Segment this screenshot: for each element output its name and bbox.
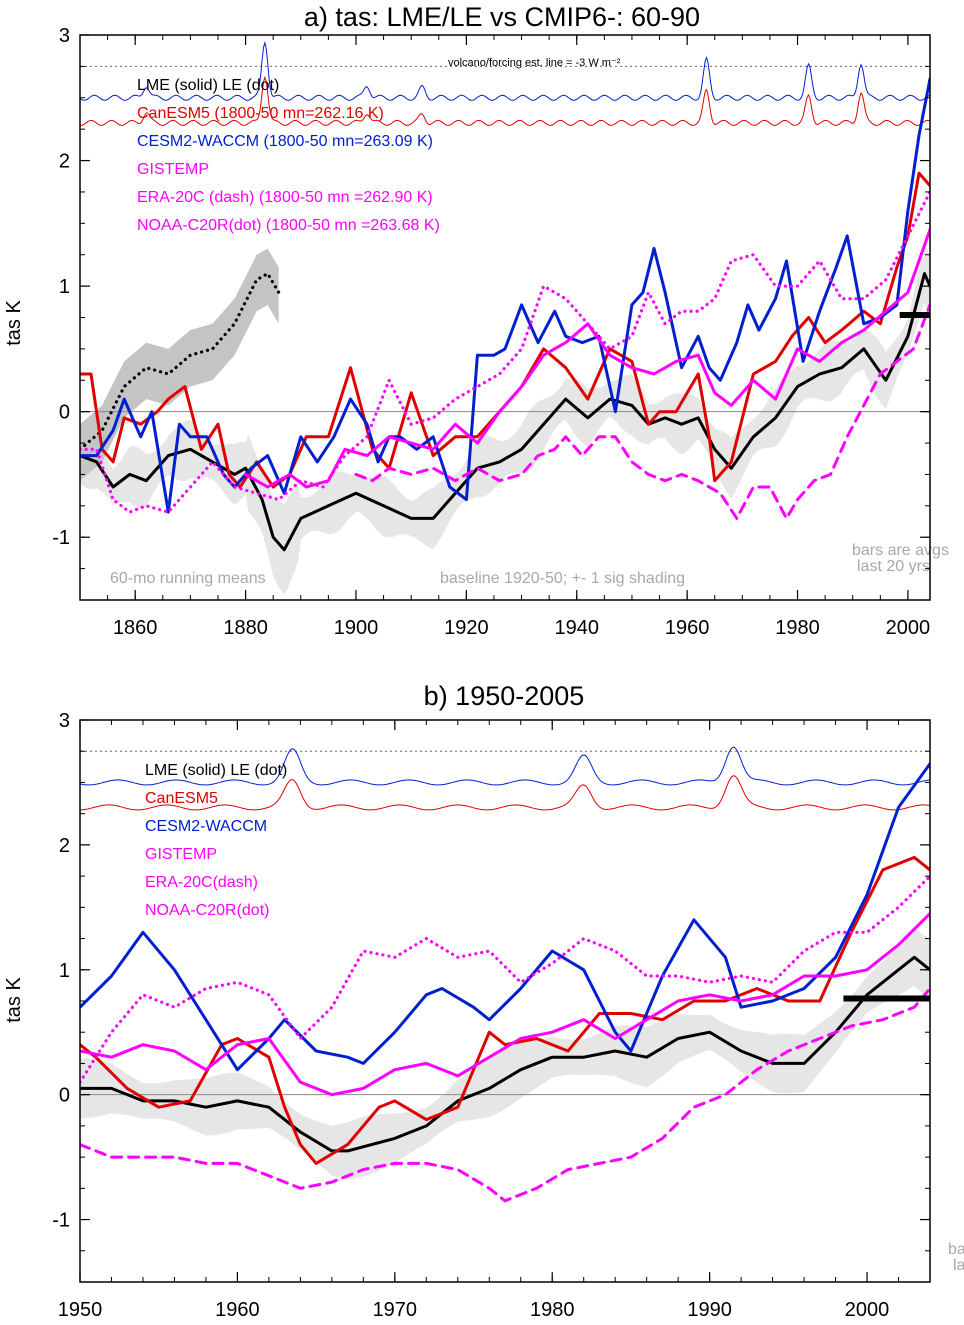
x-tick-label: 1880 [223, 617, 268, 639]
legend-entry: ERA-20C (dash) (1800-50 mn =262.90 K) [137, 189, 433, 206]
legend-entry: LME (solid) LE (dot) [137, 77, 279, 94]
x-tick-label: 2000 [845, 1299, 890, 1321]
series-line-cesm2-waccm-solid [80, 762, 930, 1072]
x-tick-label: 1950 [58, 1299, 103, 1321]
x-tick-label: 1970 [373, 1299, 418, 1321]
lme-spread-shading [80, 928, 930, 1180]
x-tick-label: 1900 [334, 617, 379, 639]
y-tick-label: 0 [59, 402, 70, 424]
y-tick-label: 2 [59, 835, 70, 857]
x-tick-label: 1990 [687, 1299, 732, 1321]
y-tick-label: 0 [59, 1085, 70, 1107]
legend-entry: CanESM5 [145, 790, 218, 807]
series-line-cesm2-waccm-solid [80, 77, 930, 514]
panel-a-ylabel: tas K [3, 300, 25, 346]
panel-b-ylabel: tas K [3, 977, 25, 1023]
x-tick-label: 1960 [665, 617, 710, 639]
x-tick-label: 1980 [775, 617, 820, 639]
plot-area-0 [80, 40, 930, 595]
series-line-era-20c-dash [80, 987, 930, 1203]
legend-entry: LME (solid) LE (dot) [145, 762, 287, 779]
panel-a-baseline-note: baseline 1920-50; +- 1 sig shading [440, 570, 685, 587]
series-line-le-dot [80, 272, 281, 451]
series-line-gistemp-solid [80, 912, 930, 1097]
x-tick-label: 1860 [113, 617, 158, 639]
x-tick-label: 2000 [886, 617, 931, 639]
legend-entry: ERA-20C(dash) [145, 874, 258, 891]
series-line-noaa-c20r-dot [80, 190, 930, 514]
panel-b-bars-note-2: la [953, 1257, 964, 1274]
y-tick-label: -1 [52, 1210, 70, 1232]
cesm2-forcing-trace [80, 746, 930, 786]
canesm5-forcing-trace [80, 775, 930, 811]
y-tick-label: 3 [59, 25, 70, 47]
series-line-lme-solid [80, 955, 930, 1153]
y-tick-label: -1 [52, 527, 70, 549]
canesm5-forcing-trace [80, 75, 930, 126]
panel-b-title: b) 1950-2005 [424, 681, 585, 711]
series-line-canesm5-solid [80, 855, 930, 1165]
legend-entry: NOAA-C20R(dot) [145, 902, 269, 919]
y-tick-label: 3 [59, 710, 70, 732]
panel-b-bars-note-1: ba [948, 1241, 964, 1258]
le-spread-shading [80, 248, 279, 481]
series-line-era-20c-dash [354, 303, 930, 520]
panel-a-plot: 1860 1880 1900 1920 1940 1960 1980 2000 -1 0 1 2 3 LM… [52, 25, 931, 639]
legend-entry: GISTEMP [145, 846, 217, 863]
panel-a-title: a) tas: LME/LE vs CMIP6-: 60-90 [304, 2, 700, 32]
plot-area-1 [80, 746, 930, 1203]
y-tick-label: 2 [59, 151, 70, 173]
panel-a-volcano-note: volcano/forcing est. line = -3 W m⁻² [448, 57, 621, 69]
panel-a-bars-note-1: bars are avgs [852, 542, 949, 559]
legend-entry: CESM2-WACCM (1800-50 mn=263.09 K) [137, 133, 433, 150]
x-tick-label: 1960 [215, 1299, 260, 1321]
panel-b-plot: 1950 1960 1970 1980 1990 2000 -1 0 1 2 3 LME (solid… [52, 710, 931, 1321]
x-tick-label: 1940 [555, 617, 600, 639]
x-tick-label: 1980 [530, 1299, 575, 1321]
lme-spread-shading [80, 244, 930, 595]
y-tick-label: 1 [59, 960, 70, 982]
x-tick-label: 1920 [444, 617, 489, 639]
legend-entry: GISTEMP [137, 161, 209, 178]
panel-a-bars-note-2: last 20 yrs [857, 558, 930, 575]
series-line-noaa-c20r-dot [80, 874, 930, 1084]
panel-a-running-mean-note: 60-mo running means [110, 570, 266, 587]
legend-entry: NOAA-C20R(dot) (1800-50 mn =263.68 K) [137, 217, 440, 234]
legend-entry: CanESM5 (1800-50 mn=262.16 K) [137, 105, 384, 122]
legend-entry: CESM2-WACCM [145, 818, 267, 835]
y-tick-label: 1 [59, 276, 70, 298]
cesm2-forcing-trace [80, 40, 930, 101]
